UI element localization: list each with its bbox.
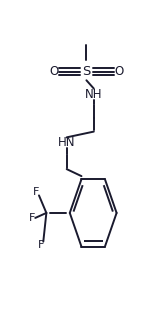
Text: S: S [82, 65, 91, 78]
Text: F: F [38, 240, 44, 251]
Text: O: O [114, 65, 124, 78]
Text: HN: HN [58, 136, 76, 150]
Text: F: F [29, 213, 35, 223]
Text: F: F [33, 187, 39, 197]
Text: NH: NH [85, 87, 103, 100]
Text: O: O [49, 65, 58, 78]
